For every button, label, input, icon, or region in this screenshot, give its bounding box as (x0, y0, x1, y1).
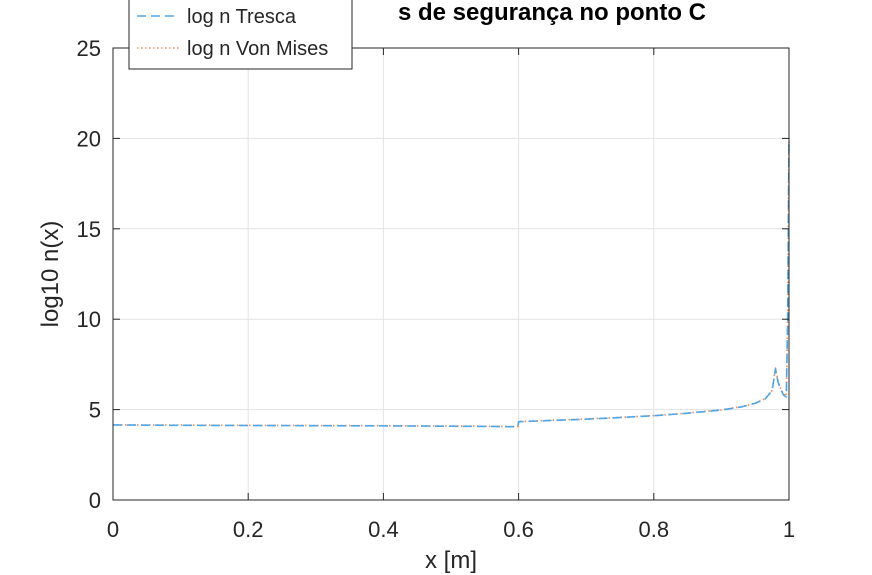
legend-box (128, 0, 353, 70)
legend-label-tresca: log n Tresca (187, 6, 297, 28)
chart-title: s de segurança no ponto C (398, 0, 706, 26)
legend: log n Tresca log n Von Mises (128, 0, 353, 70)
y-tick-label: 5 (89, 398, 101, 423)
y-tick-label: 10 (77, 307, 101, 332)
x-tick-label: 0.6 (503, 517, 534, 542)
x-tick-labels: 0 0.2 0.4 0.6 0.8 1 (107, 517, 795, 542)
y-tick-label: 20 (77, 126, 101, 151)
series-line-tresca (112, 138, 790, 428)
x-tick-label: 0 (107, 517, 119, 542)
y-tick-label: 25 (77, 36, 101, 61)
y-tick-label: 15 (77, 217, 101, 242)
x-tick-label: 1 (783, 517, 795, 542)
y-axis-label: log10 n(x) (37, 221, 64, 328)
grid (112, 47, 790, 501)
axis-ticks (112, 47, 790, 501)
x-tick-label: 0.2 (233, 517, 264, 542)
series-layer (112, 138, 790, 428)
axes-box (112, 47, 790, 501)
x-tick-label: 0.4 (368, 517, 399, 542)
y-tick-label: 0 (89, 488, 101, 513)
legend-label-von-mises: log n Von Mises (187, 38, 328, 60)
x-tick-label: 0.8 (639, 517, 670, 542)
plot-area (113, 48, 789, 500)
y-tick-labels: 0 5 10 15 20 25 (77, 36, 101, 513)
x-axis-label: x [m] (425, 547, 477, 574)
